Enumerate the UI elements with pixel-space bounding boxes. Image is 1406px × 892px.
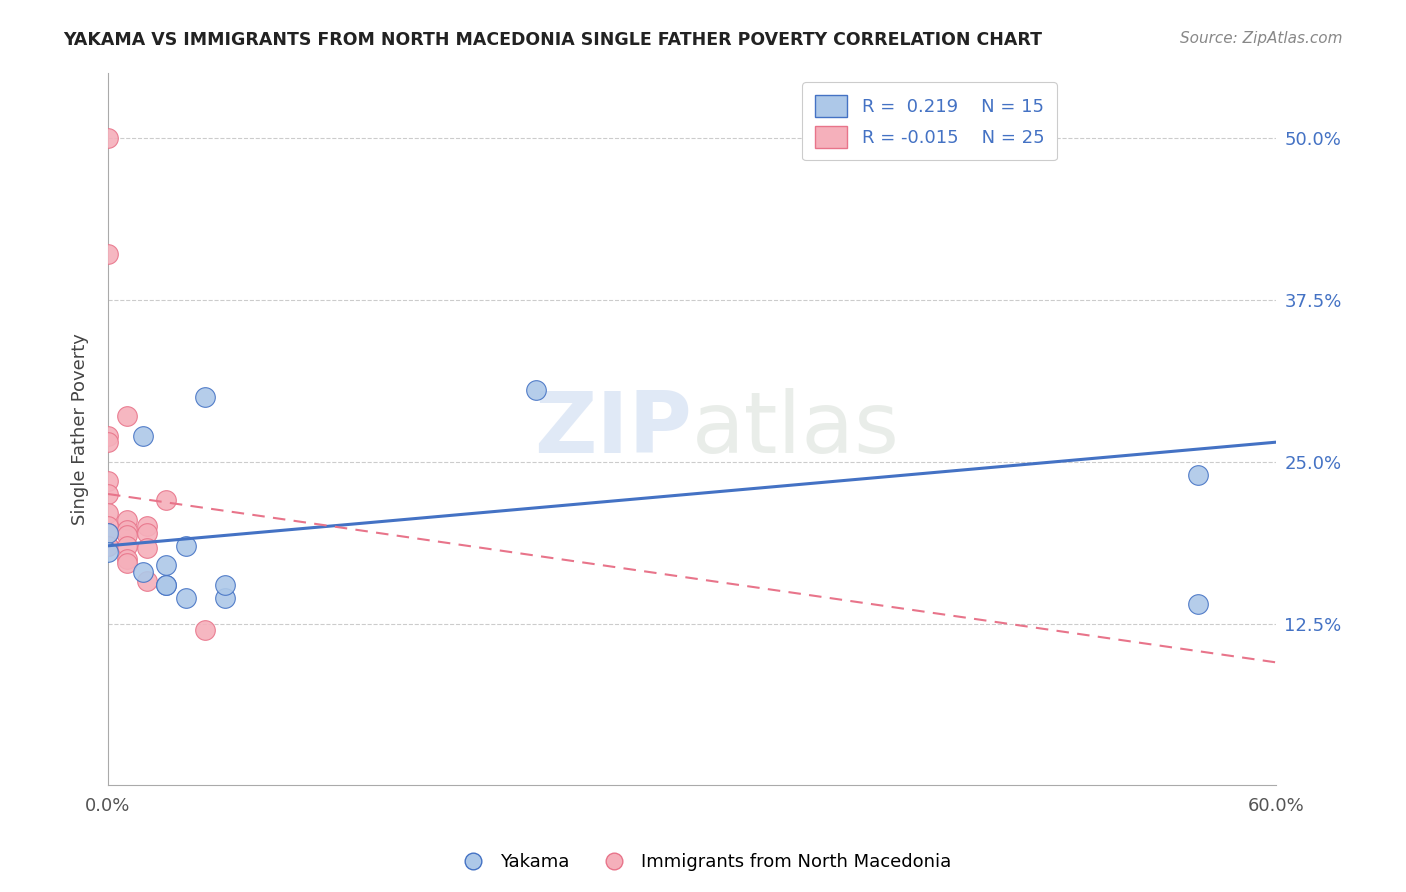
Point bbox=[1187, 467, 1209, 482]
Point bbox=[135, 525, 157, 540]
Point bbox=[97, 545, 120, 559]
Point bbox=[97, 247, 120, 261]
Point bbox=[117, 409, 139, 424]
Point bbox=[117, 556, 139, 570]
Point bbox=[117, 523, 139, 537]
Legend: R =  0.219    N = 15, R = -0.015    N = 25: R = 0.219 N = 15, R = -0.015 N = 25 bbox=[801, 82, 1057, 161]
Point bbox=[97, 525, 120, 540]
Point bbox=[135, 541, 157, 556]
Point bbox=[97, 507, 120, 521]
Point bbox=[155, 493, 177, 508]
Text: ZIP: ZIP bbox=[534, 388, 692, 471]
Point bbox=[132, 565, 155, 579]
Text: YAKAMA VS IMMIGRANTS FROM NORTH MACEDONIA SINGLE FATHER POVERTY CORRELATION CHAR: YAKAMA VS IMMIGRANTS FROM NORTH MACEDONI… bbox=[63, 31, 1042, 49]
Point bbox=[97, 525, 120, 540]
Point bbox=[97, 525, 120, 540]
Point bbox=[174, 591, 197, 605]
Point bbox=[135, 574, 157, 588]
Point bbox=[155, 577, 177, 591]
Legend: Yakama, Immigrants from North Macedonia: Yakama, Immigrants from North Macedonia bbox=[447, 847, 959, 879]
Point bbox=[155, 558, 177, 573]
Point bbox=[135, 519, 157, 533]
Point bbox=[97, 487, 120, 501]
Point bbox=[117, 539, 139, 553]
Point bbox=[97, 428, 120, 442]
Point bbox=[174, 539, 197, 553]
Point bbox=[155, 577, 177, 591]
Point bbox=[132, 428, 155, 442]
Point bbox=[97, 474, 120, 488]
Text: Source: ZipAtlas.com: Source: ZipAtlas.com bbox=[1180, 31, 1343, 46]
Point bbox=[117, 551, 139, 566]
Text: atlas: atlas bbox=[692, 388, 900, 471]
Point bbox=[117, 513, 139, 527]
Y-axis label: Single Father Poverty: Single Father Poverty bbox=[72, 334, 89, 525]
Point bbox=[97, 519, 120, 533]
Point bbox=[97, 539, 120, 553]
Point bbox=[194, 390, 217, 404]
Point bbox=[117, 528, 139, 542]
Point bbox=[194, 623, 217, 637]
Point bbox=[97, 435, 120, 450]
Point bbox=[214, 591, 236, 605]
Point bbox=[97, 130, 120, 145]
Point bbox=[1187, 597, 1209, 611]
Point bbox=[214, 577, 236, 591]
Point bbox=[97, 539, 120, 553]
Point bbox=[524, 384, 547, 398]
